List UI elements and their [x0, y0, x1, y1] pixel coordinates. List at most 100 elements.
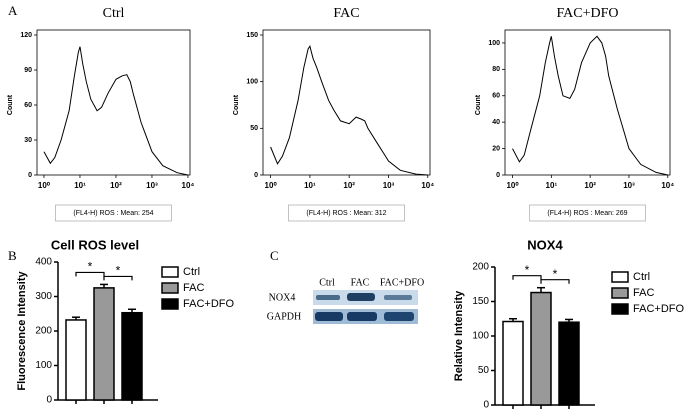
- legend-label: FAC: [183, 282, 204, 294]
- histogram-line: [270, 44, 428, 176]
- bar: [530, 291, 552, 406]
- x-tick-label: 10³: [383, 181, 395, 190]
- significance-bracket: [75, 271, 105, 277]
- x-tick-label: 10¹: [546, 181, 558, 190]
- caption: (FL4-H) ROS : Mean: 254: [73, 210, 153, 217]
- y-tick-label: 30: [24, 137, 32, 144]
- x-tick-label: 10²: [110, 181, 122, 190]
- legend-label: FAC+DFO: [183, 298, 234, 310]
- y-tick-label: 80: [492, 66, 500, 73]
- y-tick-label: 200: [35, 326, 52, 337]
- lane-label: Ctrl: [319, 277, 335, 288]
- x-tick-label: 10⁴: [182, 181, 195, 190]
- legend-label: FAC+DFO: [633, 303, 684, 315]
- y-tick-label: 100: [246, 79, 258, 86]
- y-axis-label: Count: [7, 94, 14, 115]
- significance-label: *: [88, 260, 93, 274]
- row-label: NOX4: [269, 292, 296, 303]
- y-tick-label: 0: [28, 172, 32, 179]
- x-tick-label: 10³: [146, 181, 158, 190]
- bar: [502, 320, 524, 406]
- bar: [558, 321, 580, 406]
- row-label: GAPDH: [267, 311, 301, 322]
- band: [384, 312, 414, 321]
- x-tick-label: 10³: [623, 181, 635, 190]
- y-axis-label: Relative Intensity: [453, 290, 465, 381]
- significance-label: *: [116, 264, 121, 278]
- y-tick-label: 60: [492, 93, 500, 100]
- x-tick-label: 10²: [584, 181, 596, 190]
- x-tick-label: 10⁰: [506, 181, 519, 190]
- x-tick-label: 10⁴: [661, 181, 674, 190]
- x-tick-label: 10⁰: [38, 181, 51, 190]
- significance-label: *: [553, 267, 558, 281]
- legend-label: FAC: [633, 287, 654, 299]
- legend-swatch: [611, 303, 629, 315]
- y-tick-label: 100: [488, 40, 500, 47]
- bar: [93, 287, 115, 401]
- chart-title: Ctrl: [103, 6, 125, 21]
- panel-label: C: [270, 248, 279, 263]
- band: [384, 295, 412, 300]
- panel-label: A: [8, 3, 18, 18]
- band: [347, 312, 377, 321]
- band: [315, 312, 343, 321]
- lane-label: FAC: [351, 277, 370, 288]
- legend-swatch: [611, 271, 629, 283]
- x-tick-label: 10²: [343, 181, 355, 190]
- axis-frame: [36, 29, 191, 176]
- y-tick-label: 150: [472, 296, 489, 307]
- y-tick-label: 300: [35, 291, 52, 302]
- x-tick-label: 10⁰: [265, 181, 278, 190]
- y-tick-label: 0: [46, 395, 52, 406]
- caption: (FL4-H) ROS : Mean: 269: [547, 210, 627, 217]
- legend-swatch: [161, 282, 179, 294]
- y-tick-label: 50: [250, 125, 258, 132]
- y-tick-label: 20: [492, 145, 500, 152]
- significance-bracket: [103, 275, 133, 281]
- y-tick-label: 120: [20, 32, 32, 39]
- significance-label: *: [525, 263, 530, 277]
- y-axis-label: Count: [233, 94, 240, 115]
- y-tick-label: 60: [24, 102, 32, 109]
- axis-frame: [504, 29, 671, 176]
- legend-swatch: [611, 287, 629, 299]
- y-axis-label: Count: [475, 94, 482, 115]
- y-tick-label: 50: [478, 365, 490, 376]
- band: [347, 293, 375, 301]
- significance-bracket: [540, 279, 570, 284]
- y-tick-label: 400: [35, 257, 52, 268]
- bar: [121, 311, 143, 401]
- x-tick-label: 10¹: [304, 181, 316, 190]
- axis-frame: [262, 29, 431, 176]
- y-tick-label: 100: [472, 331, 489, 342]
- y-tick-label: 150: [246, 32, 258, 39]
- y-tick-label: 0: [254, 172, 258, 179]
- legend-swatch: [161, 298, 179, 310]
- y-tick-label: 0: [483, 400, 489, 411]
- y-tick-label: 200: [472, 262, 489, 273]
- x-tick-label: 10⁴: [421, 181, 434, 190]
- chart-title: Cell ROS level: [51, 237, 139, 252]
- chart-title: FAC: [333, 6, 359, 21]
- y-tick-label: 40: [492, 119, 500, 126]
- legend-label: Ctrl: [633, 271, 650, 283]
- chart-title: FAC+DFO: [556, 6, 618, 21]
- y-tick-label: 0: [496, 172, 500, 179]
- western-blot: Ctrl FAC FAC+DFO NOX4 GAPDH: [267, 277, 424, 324]
- band: [316, 295, 340, 300]
- legend-label: Ctrl: [183, 266, 200, 278]
- legend-swatch: [161, 266, 179, 278]
- y-tick-label: 100: [35, 360, 52, 371]
- caption: (FL4-H) ROS : Mean: 312: [306, 210, 386, 217]
- caption-box: [55, 204, 172, 222]
- bar: [65, 319, 87, 401]
- histogram-line: [512, 35, 668, 176]
- chart-title: NOX4: [527, 237, 563, 252]
- y-axis-label: Fluorescence Intensity: [16, 271, 28, 391]
- x-tick-label: 10¹: [74, 181, 86, 190]
- caption-box: [529, 204, 646, 222]
- significance-bracket: [512, 275, 542, 280]
